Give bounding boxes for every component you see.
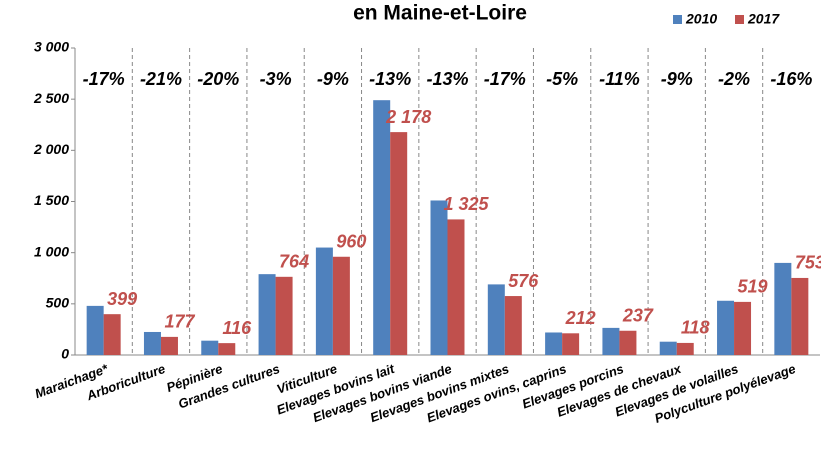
bar bbox=[734, 301, 752, 355]
bar bbox=[619, 330, 637, 355]
value-label: 753 bbox=[795, 253, 821, 273]
bar bbox=[774, 262, 792, 355]
y-tick-label: 0 bbox=[61, 346, 69, 362]
y-tick-label: 1 000 bbox=[34, 243, 69, 259]
annotation: -20% bbox=[197, 69, 239, 89]
bar bbox=[545, 332, 563, 355]
annotation: -9% bbox=[317, 69, 349, 89]
bar bbox=[315, 247, 333, 355]
value-label: 118 bbox=[681, 318, 710, 338]
value-label: 576 bbox=[508, 271, 539, 291]
y-tick-label: 1 500 bbox=[34, 192, 69, 208]
bar bbox=[201, 340, 219, 355]
annotation: -13% bbox=[426, 69, 468, 89]
bar bbox=[258, 274, 276, 355]
bar bbox=[676, 342, 694, 355]
bar bbox=[390, 132, 408, 355]
legend-swatch bbox=[735, 15, 744, 24]
bar bbox=[447, 219, 465, 355]
annotation: -5% bbox=[546, 69, 578, 89]
y-tick-label: 500 bbox=[46, 295, 70, 311]
annotation: -16% bbox=[770, 69, 812, 89]
y-tick-label: 3 000 bbox=[34, 39, 69, 55]
bar bbox=[160, 336, 178, 355]
annotation: -17% bbox=[83, 69, 125, 89]
bar bbox=[332, 256, 350, 355]
legend-label: 2010 bbox=[685, 11, 717, 27]
bar bbox=[602, 327, 620, 355]
bar bbox=[373, 100, 391, 355]
bar bbox=[218, 343, 236, 355]
value-label: 2 178 bbox=[385, 107, 431, 127]
y-tick-label: 2 000 bbox=[33, 141, 69, 157]
value-label: 1 325 bbox=[443, 194, 489, 214]
value-label: 237 bbox=[622, 305, 654, 325]
value-label: 399 bbox=[107, 289, 137, 309]
annotation: -13% bbox=[369, 69, 411, 89]
annotation: -2% bbox=[718, 69, 750, 89]
bar bbox=[143, 331, 161, 355]
annotation: -3% bbox=[260, 69, 292, 89]
bar bbox=[487, 284, 505, 355]
bar bbox=[430, 200, 448, 355]
bar bbox=[504, 296, 522, 355]
bar bbox=[659, 341, 677, 355]
bar bbox=[791, 277, 809, 355]
value-label: 212 bbox=[565, 308, 596, 328]
value-label: 764 bbox=[279, 252, 309, 272]
bar bbox=[275, 276, 293, 355]
legend-label: 2017 bbox=[747, 11, 780, 27]
annotation: -11% bbox=[599, 69, 640, 89]
bar bbox=[86, 305, 104, 355]
bar bbox=[562, 333, 580, 355]
bar bbox=[717, 300, 735, 355]
chart-title: en Maine-et-Loire bbox=[353, 2, 527, 25]
value-label: 960 bbox=[336, 232, 366, 252]
bar bbox=[103, 314, 121, 355]
annotation: -17% bbox=[484, 69, 526, 89]
y-tick-label: 2 500 bbox=[33, 90, 69, 106]
value-label: 519 bbox=[738, 277, 768, 297]
annotation: -9% bbox=[661, 69, 693, 89]
value-label: 177 bbox=[164, 312, 195, 332]
legend-swatch bbox=[673, 15, 682, 24]
annotation: -21% bbox=[140, 69, 182, 89]
value-label: 116 bbox=[222, 318, 252, 338]
